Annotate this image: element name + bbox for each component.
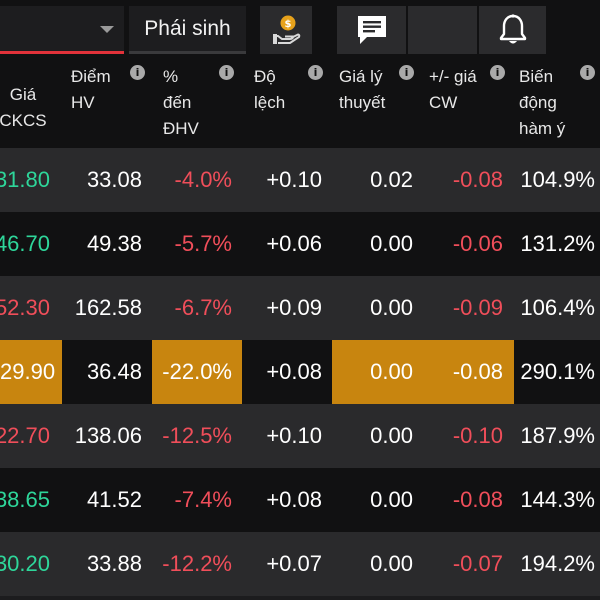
cell-theo: 0.00	[370, 231, 413, 256]
cell-hv: 36.48	[86, 359, 142, 384]
cell-hv: 33.08	[86, 167, 142, 192]
cell-pct: -22.0%	[152, 340, 242, 404]
table-row[interactable]: 22.70 138.06 -12.5% +0.10 0.00 -0.10 187…	[0, 404, 600, 468]
cell-cw: -0.08	[422, 340, 514, 404]
info-icon[interactable]: i	[399, 65, 414, 80]
cell-theo: 0.00	[332, 340, 422, 404]
cell-cw: -0.08	[452, 487, 503, 512]
header-diem-hv[interactable]: Điểm HV i	[62, 62, 150, 148]
cell-vol: 131.2%	[520, 231, 595, 256]
cell-price: 30.20	[0, 551, 50, 576]
cell-hv: 138.06	[74, 423, 142, 448]
coin-hand-button[interactable]: $	[260, 6, 312, 54]
cell-dev: +0.07	[266, 551, 322, 576]
cell-cw: -0.10	[452, 423, 503, 448]
table-row[interactable]: 31.80 33.08 -4.0% +0.10 0.02 -0.08 104.9…	[0, 148, 600, 212]
cell-cw: -0.08	[452, 167, 503, 192]
header-label: % đến ĐHV	[163, 67, 199, 138]
cell-pct: -6.7%	[174, 295, 232, 320]
cell-price: 29.90	[0, 340, 62, 404]
header-do-lech[interactable]: Độ lệch i	[244, 62, 332, 148]
cell-cw: -0.09	[452, 295, 503, 320]
blank-button[interactable]	[408, 6, 477, 54]
info-icon[interactable]: i	[490, 65, 505, 80]
cell-vol: 144.3%	[520, 487, 595, 512]
cell-dev: +0.08	[266, 487, 322, 512]
svg-text:$: $	[285, 19, 292, 30]
cell-price: 46.70	[0, 231, 50, 256]
table-header: Giá CKCS Điểm HV i % đến ĐHV i Độ lệch i…	[0, 62, 600, 148]
cell-dev: +0.06	[266, 231, 322, 256]
cell-theo: 0.00	[370, 551, 413, 576]
cell-pct: -4.0%	[174, 167, 232, 192]
cell-price: 22.70	[0, 423, 50, 448]
cell-vol: 290.1%	[520, 359, 595, 384]
cell-dev: +0.08	[266, 359, 322, 384]
header-bien-dong-ham-y[interactable]: Biến động hàm ý i	[512, 62, 600, 148]
chevron-down-icon	[100, 26, 114, 33]
cell-theo: 0.00	[370, 295, 413, 320]
cell-cw: -0.07	[452, 551, 503, 576]
cell-price: 38.65	[0, 487, 50, 512]
info-icon[interactable]: i	[580, 65, 595, 80]
info-icon[interactable]: i	[130, 65, 145, 80]
table-row[interactable]: 38.65 41.52 -7.4% +0.08 0.00 -0.08 144.3…	[0, 468, 600, 532]
cell-vol: 194.2%	[520, 551, 595, 576]
cell-cw: -0.06	[452, 231, 503, 256]
cell-theo: 0.02	[370, 167, 413, 192]
chat-button[interactable]	[337, 6, 406, 54]
table-row[interactable]: 46.70 49.38 -5.7% +0.06 0.00 -0.06 131.2…	[0, 212, 600, 276]
cell-pct: -5.7%	[174, 231, 232, 256]
notification-button[interactable]	[479, 6, 546, 54]
top-bar: Phái sinh $	[0, 0, 600, 62]
header-label: Biến động hàm ý	[519, 67, 566, 138]
info-icon[interactable]: i	[308, 65, 323, 80]
warrant-table-body: 31.80 33.08 -4.0% +0.10 0.02 -0.08 104.9…	[0, 148, 600, 596]
cell-hv: 49.38	[86, 231, 142, 256]
chat-icon	[357, 16, 386, 44]
coin-hand-icon: $	[273, 15, 301, 44]
bell-icon	[499, 14, 526, 44]
header-gia-cw[interactable]: +/- giá CW i	[422, 62, 512, 148]
cell-hv: 33.88	[86, 551, 142, 576]
tab-phai-sinh[interactable]: Phái sinh	[129, 6, 246, 54]
table-row[interactable]: 52.30 162.58 -6.7% +0.09 0.00 -0.09 106.…	[0, 276, 600, 340]
cell-vol: 104.9%	[520, 167, 595, 192]
cell-price: 52.30	[0, 295, 50, 320]
header-gia-ly-thuyet[interactable]: Giá lý thuyết i	[332, 62, 422, 148]
cell-dev: +0.09	[266, 295, 322, 320]
cell-vol: 106.4%	[520, 295, 595, 320]
cell-hv: 41.52	[86, 487, 142, 512]
header-label: Giá lý thuyết	[339, 67, 386, 112]
cell-vol: 187.9%	[520, 423, 595, 448]
cell-dev: +0.10	[266, 167, 322, 192]
cell-theo: 0.00	[370, 423, 413, 448]
cell-theo: 0.00	[370, 487, 413, 512]
header-label: +/- giá CW	[429, 67, 477, 112]
header-label: Giá CKCS	[0, 85, 47, 130]
header-label: Độ lệch	[254, 67, 286, 112]
cell-pct: -12.2%	[162, 551, 232, 576]
symbol-dropdown[interactable]	[0, 6, 124, 54]
header-pct-den-dhv[interactable]: % đến ĐHV i	[152, 62, 242, 148]
header-gia-ckcs[interactable]: Giá CKCS	[0, 62, 54, 148]
cell-dev: +0.10	[266, 423, 322, 448]
cell-price: 31.80	[0, 167, 50, 192]
header-label: Điểm HV	[71, 67, 111, 112]
table-row-highlighted[interactable]: 29.90 36.48 -22.0% +0.08 0.00 -0.08 290.…	[0, 340, 600, 404]
cell-pct: -7.4%	[174, 487, 232, 512]
cell-hv: 162.58	[74, 295, 142, 320]
cell-pct: -12.5%	[162, 423, 232, 448]
info-icon[interactable]: i	[219, 65, 234, 80]
table-row[interactable]: 30.20 33.88 -12.2% +0.07 0.00 -0.07 194.…	[0, 532, 600, 596]
